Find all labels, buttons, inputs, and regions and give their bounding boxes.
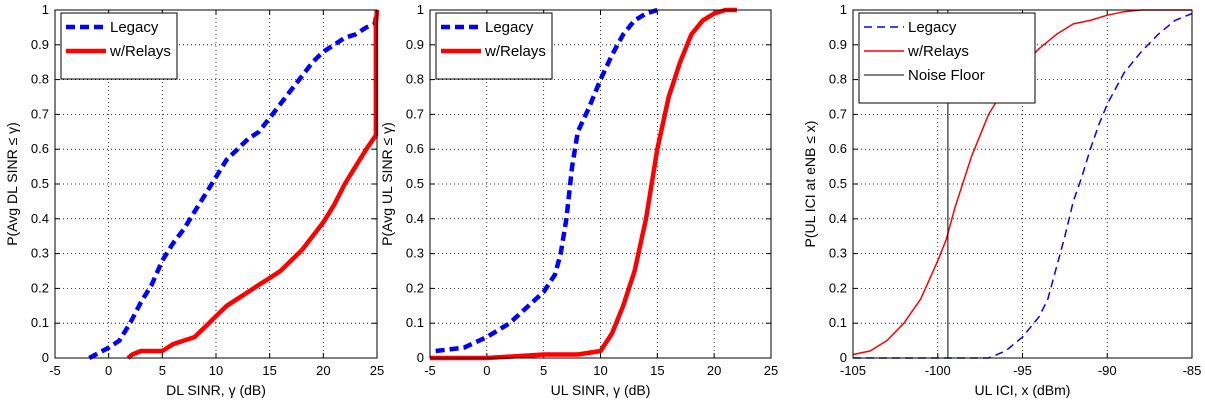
- legend: Legacy w/Relays: [60, 12, 178, 80]
- y-tick-label: 0.6: [31, 141, 49, 156]
- y-tick-label: 0.2: [31, 280, 49, 295]
- axes-box: [429, 9, 772, 359]
- y-tick-label: 0: [417, 350, 424, 365]
- legend-label: Legacy: [485, 19, 534, 36]
- y-tick-label: 1: [840, 2, 847, 17]
- x-tick-label: 5: [159, 363, 166, 378]
- y-axis-label: P(Avg DL SINR ≤ γ): [4, 122, 20, 246]
- x-tick-label: 25: [764, 363, 778, 378]
- x-tick-label: -105: [840, 363, 866, 378]
- y-tick-label: 0.9: [31, 37, 49, 52]
- x-tick-label: -90: [1098, 363, 1117, 378]
- y-tick-label: 0.9: [829, 37, 847, 52]
- x-axis-label: UL SINR, γ (dB): [551, 382, 651, 398]
- y-tick-label: 0.5: [829, 176, 847, 191]
- y-tick-label: 0.4: [406, 211, 424, 226]
- y-tick-label: 0.1: [31, 315, 49, 330]
- legend-label: w/Relays: [484, 43, 546, 60]
- x-tick-label: 0: [105, 363, 112, 378]
- x-tick-label: -5: [424, 363, 436, 378]
- y-axis-label: P(Avg UL SINR ≤ γ): [379, 122, 395, 246]
- legend: Legacy w/Relays Noise Floor: [858, 12, 1036, 104]
- y-tick-label: 0.8: [406, 72, 424, 87]
- x-axis-label: DL SINR, γ (dB): [166, 382, 266, 398]
- y-tick-label: 0.1: [406, 315, 424, 330]
- y-tick-label: 0.3: [829, 246, 847, 261]
- legend-box: [60, 12, 178, 80]
- axes-box: [54, 9, 378, 359]
- y-tick-label: 0.4: [829, 211, 847, 226]
- legend-label: w/Relays: [109, 43, 171, 60]
- y-tick-label: 1: [42, 2, 49, 17]
- x-tick-label: 5: [540, 363, 547, 378]
- series-w-relays: [430, 7, 737, 361]
- y-axis-label: P(UL ICI at eNB ≤ x): [802, 121, 818, 248]
- x-tick-label: 10: [209, 363, 223, 378]
- chart-panel-3: -105 -100 -95 -90 -85 0 0.1 0.2 0.3 0.4 0.5 0.6 0.7 0…: [802, 2, 1201, 398]
- y-tick-label: 0.2: [829, 280, 847, 295]
- y-tick-label: 0.8: [31, 72, 49, 87]
- legend-label: Noise Floor: [908, 67, 985, 84]
- y-tick-label: 0.4: [31, 211, 49, 226]
- y-tick-label: 0.6: [406, 141, 424, 156]
- y-tick-label: 0.5: [31, 176, 49, 191]
- x-tick-label: 10: [593, 363, 607, 378]
- series-legacy: [435, 7, 658, 354]
- x-tick-label: 20: [316, 363, 330, 378]
- y-tick-label: 1: [417, 2, 424, 17]
- x-tick-label: 15: [262, 363, 276, 378]
- x-tick-label: 20: [707, 363, 721, 378]
- y-tick-label: 0.5: [406, 176, 424, 191]
- x-tick-label: 15: [650, 363, 664, 378]
- series-legacy: [853, 12, 1193, 359]
- y-tick-label: 0.2: [406, 280, 424, 295]
- x-tick-label: 25: [370, 363, 384, 378]
- axes-box: [852, 9, 1193, 359]
- series-w-relays: [126, 9, 380, 360]
- y-tick-label: 0.1: [829, 315, 847, 330]
- y-tick-label: 0.3: [31, 246, 49, 261]
- series-legacy: [88, 9, 380, 360]
- y-tick-label: 0.7: [406, 106, 424, 121]
- legend-label: w/Relays: [907, 43, 969, 60]
- legend: Legacy w/Relays: [435, 12, 553, 80]
- x-tick-label: -100: [925, 363, 951, 378]
- y-tick-label: 0: [840, 350, 847, 365]
- legend-label: Legacy: [110, 19, 159, 36]
- y-tick-label: 0.7: [829, 106, 847, 121]
- chart-panel-2: -5 0 5 10 15 20 2500.10.20.30.40.50.60.70.80.9…: [379, 2, 778, 398]
- y-tick-label: 0: [42, 350, 49, 365]
- x-tick-label: 0: [483, 363, 490, 378]
- x-tick-label: -85: [1183, 363, 1202, 378]
- x-tick-label: -95: [1013, 363, 1032, 378]
- legend-label: Legacy: [908, 19, 957, 36]
- y-tick-label: 0.3: [406, 246, 424, 261]
- x-axis-label: UL ICI, x (dBm): [975, 382, 1071, 398]
- y-tick-label: 0.9: [406, 37, 424, 52]
- chart-panel-1: -5 0 5 10 15 20 2500.10.20.30.40.50.60.70.80.9…: [4, 2, 384, 398]
- x-tick-label: -5: [49, 363, 61, 378]
- legend-box: [435, 12, 553, 80]
- y-tick-label: 0.7: [31, 106, 49, 121]
- y-tick-label: 0.8: [829, 72, 847, 87]
- y-tick-label: 0.6: [829, 141, 847, 156]
- legend-box: [858, 12, 1036, 104]
